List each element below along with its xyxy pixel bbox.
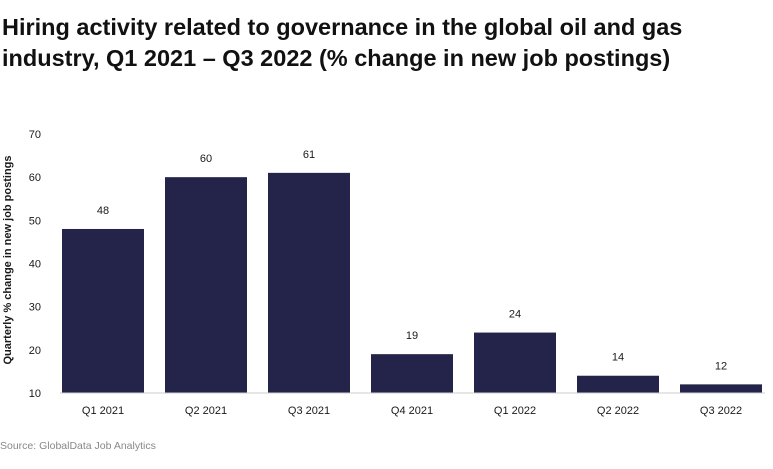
data-label: 61 <box>303 149 315 161</box>
x-tick-label: Q4 2021 <box>391 405 433 417</box>
y-tick-label: 40 <box>29 259 41 271</box>
y-tick-label: 20 <box>29 345 41 357</box>
bar <box>268 172 350 393</box>
chart-title: Hiring activity related to governance in… <box>2 14 683 71</box>
y-axis-label: Quarterly % change in new job postings <box>2 155 14 364</box>
data-label: 48 <box>97 205 109 217</box>
bar <box>577 375 659 393</box>
data-label: 60 <box>200 153 212 165</box>
bar <box>371 354 453 393</box>
source-note: Source: GlobalData Job Analytics <box>0 440 156 452</box>
y-axis-ticks: 10 20 30 40 50 60 70 <box>29 129 41 400</box>
y-tick-label: 30 <box>29 302 41 314</box>
y-tick-label: 50 <box>29 215 41 227</box>
data-label: 19 <box>406 330 418 342</box>
x-tick-label: Q2 2022 <box>597 405 639 417</box>
data-label: 24 <box>509 309 521 321</box>
x-axis-ticks: Q1 2021 Q2 2021 Q3 2021 Q4 2021 Q1 2022 Q2 20… <box>82 405 742 417</box>
data-label: 14 <box>612 352 624 364</box>
y-tick-label: 70 <box>29 129 41 141</box>
x-tick-label: Q2 2021 <box>185 405 227 417</box>
y-tick-label: 60 <box>29 172 41 184</box>
y-tick-label: 10 <box>29 388 41 400</box>
bar <box>680 384 762 393</box>
data-label: 12 <box>715 360 727 372</box>
bars <box>62 172 762 393</box>
x-tick-label: Q1 2022 <box>494 405 536 417</box>
x-tick-label: Q3 2021 <box>288 405 330 417</box>
data-labels: 48 60 61 19 24 14 12 <box>97 149 727 373</box>
x-tick-label: Q1 2021 <box>82 405 124 417</box>
x-tick-label: Q3 2022 <box>700 405 742 417</box>
bar <box>474 332 556 393</box>
bar <box>62 228 144 393</box>
bar <box>165 177 247 393</box>
